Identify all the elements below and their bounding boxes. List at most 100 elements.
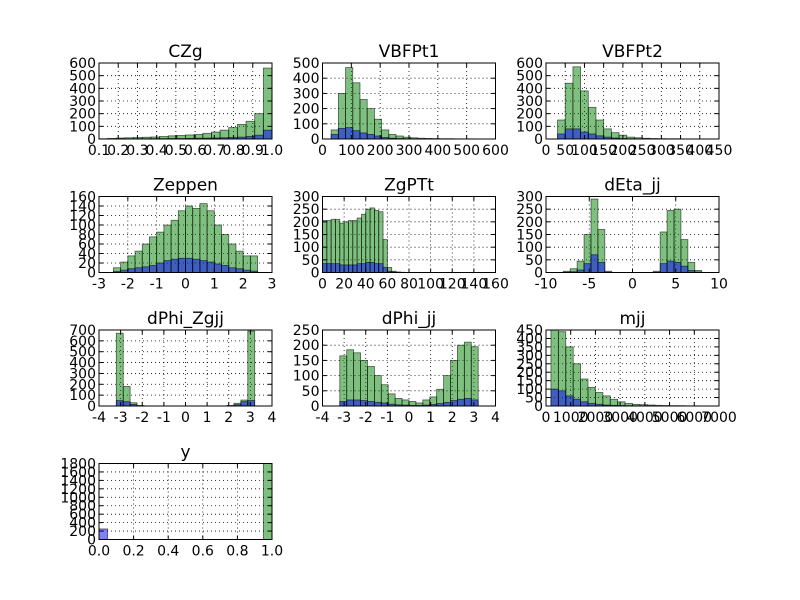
bar [339,355,348,406]
y-tick-label: 400 [69,81,96,97]
x-tick-label: 7000 [701,410,737,426]
x-tick-label: 10 [710,277,728,293]
y-tick-label: 100 [293,117,320,133]
bar [343,264,349,273]
bar [360,400,368,406]
bar [382,239,388,273]
x-tick-label: -10 [535,277,558,293]
bar [352,130,361,139]
y-tick-label: 150 [293,228,320,244]
x-tick-label: 200 [367,143,394,159]
x-tick-label: 0.2 [122,544,144,560]
x-tick-label: -1 [380,410,394,426]
bar [339,401,348,406]
y-tick-label: 1600 [60,465,96,481]
bar [583,263,592,273]
bar [457,344,465,406]
bar [353,352,361,406]
bar [127,268,136,273]
x-tick-label: 0.2 [107,143,129,159]
x-tick-label: 5000 [652,410,688,426]
bar [115,400,124,406]
bar [470,346,479,406]
bar [141,266,150,273]
x-tick-label: 0 [318,277,327,293]
x-tick-label: 3 [268,277,277,293]
bars [562,198,703,273]
y-tick-label: 600 [516,56,543,72]
x-tick-label: 3 [246,410,255,426]
bar [122,401,131,406]
y-tick-label: 0 [311,399,320,415]
y-tick-label: 400 [516,81,543,97]
x-tick-label: 0 [181,277,190,293]
subplot: 0 100 200 300 400 500 6000100200300400500VBFPt… [293,42,509,159]
bar [597,261,606,273]
x-tick-label: 5 [671,277,680,293]
x-tick-label: 0.3 [126,143,148,159]
bar [199,260,208,273]
x-tick-label: 0.6 [184,143,206,159]
y-tick-label: 250 [293,202,320,218]
bar [373,401,382,406]
y-tick-label: 250 [516,357,543,373]
bars [550,330,700,406]
y-tick-label: 200 [516,365,543,381]
bar [262,67,272,139]
plot-frame [545,329,720,407]
x-tick-label: 0.0 [88,544,110,560]
x-tick-label: 300 [396,143,423,159]
x-tick-label: 2 [448,410,457,426]
bar [365,261,371,273]
bar [249,270,258,273]
subplot: -4 -3 -2 -1 0 1 2 3 40100200300400500600700dPhi_… [69,309,276,426]
x-tick-label: 80 [400,277,418,293]
bar [382,267,388,273]
y-tick-label: 200 [293,102,320,118]
x-tick-label: 0.4 [157,544,179,560]
bars [322,207,406,273]
y-tick-label: 100 [516,240,543,256]
y-tick-label: 150 [293,353,320,369]
bar [192,258,201,273]
x-tick-label: 3 [469,410,478,426]
y-tick-label: 140 [69,199,96,215]
bar [240,401,249,406]
x-tick-label: -2 [359,410,373,426]
x-tick-label: 2 [224,410,233,426]
bar [369,261,375,273]
x-tick-label: 0.6 [192,544,214,560]
subplot: 0 501001502002503003504004500100200300400… [516,42,732,159]
bar [666,260,675,273]
x-tick-label: 40 [357,277,375,293]
x-tick-label: 100 [338,143,365,159]
subplot-title: dPhi_Zgjj [147,309,224,329]
bars [557,66,712,139]
bar [378,263,384,273]
bar [221,264,230,273]
subplot-title: y [180,443,190,463]
bar [590,254,599,273]
bar [247,330,256,406]
y-tick-label: 50 [525,391,543,407]
x-tick-label: 200 [610,143,637,159]
x-tick-label: 300 [648,143,675,159]
y-tick-label: 300 [516,94,543,110]
x-tick-label: -5 [582,277,596,293]
bar [346,349,355,406]
bar [564,128,574,139]
y-tick-label: 0 [87,533,96,549]
y-tick-label: 160 [69,190,96,206]
x-tick-label: 0.5 [165,143,187,159]
subplot: 0 100020003000400050006000700005010015020… [516,309,737,426]
x-tick-label: 1 [426,410,435,426]
bar [352,264,358,273]
bar [572,128,582,139]
bar [247,400,256,406]
x-tick-label: -2 [121,277,135,293]
x-tick-label: 60 [378,277,396,293]
y-tick-label: 100 [69,388,96,404]
y-tick-label: 250 [516,202,543,218]
y-tick-label: 150 [516,228,543,244]
